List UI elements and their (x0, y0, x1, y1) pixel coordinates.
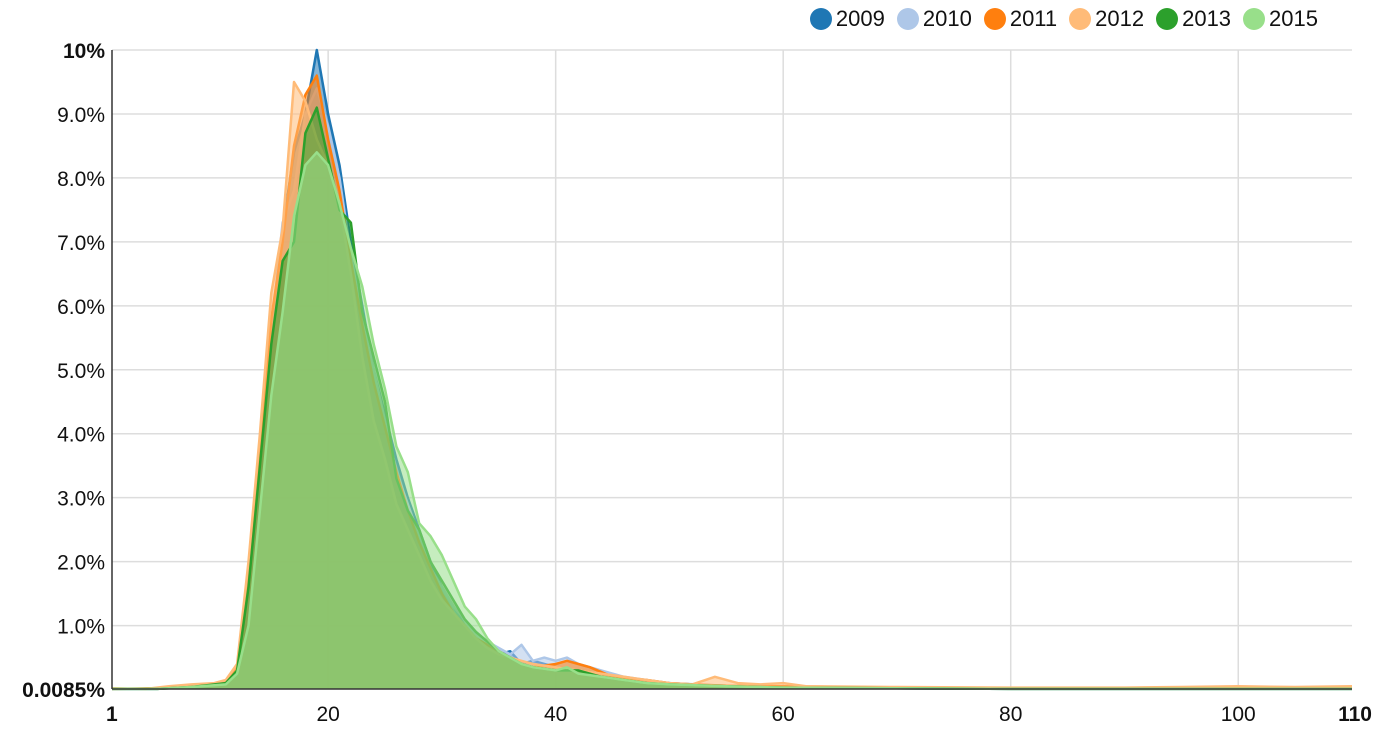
legend-label: 2012 (1095, 6, 1145, 31)
x-tick-label: 60 (772, 703, 795, 726)
legend-label: 2009 (835, 6, 885, 31)
x-tick-label: 110 (1338, 703, 1372, 726)
legend-label: 2011 (1009, 6, 1058, 31)
y-tick-label: 6.0% (57, 296, 105, 319)
tick-labels: 0.0085% 1.0% 2.0% 3.0% 4.0% 5.0% 6.0% 7.0% 8.0% 9… (22, 40, 1372, 726)
series-areas (111, 48, 1353, 691)
series-line-2015 (112, 151, 1352, 691)
axes (111, 50, 1352, 690)
x-tick-label: 1 (106, 703, 118, 726)
series-area-2015 (112, 152, 1352, 690)
legend-item-2012[interactable]: 2012 (1069, 6, 1144, 32)
y-tick-label: 2.0% (57, 552, 105, 575)
y-tick-label: 4.0% (57, 424, 105, 447)
y-tick-label: 3.0% (57, 488, 105, 511)
legend-swatch (809, 8, 832, 30)
x-tick-label: 80 (999, 703, 1022, 726)
legend-item-2010[interactable]: 2010 (896, 6, 972, 32)
legend-swatch (1156, 8, 1179, 30)
legend-label: 2015 (1269, 6, 1318, 31)
legend-item-2015[interactable]: 2015 (1243, 6, 1318, 32)
legend-item-2009[interactable]: 2009 (809, 6, 885, 32)
legend-item-2013[interactable]: 2013 (1156, 6, 1231, 32)
legend: 2009 2010 2011 2012 2013 2015 (809, 6, 1318, 32)
y-tick-label: 0.0085% (22, 679, 105, 702)
y-tick-label: 10% (63, 40, 105, 63)
legend-swatch (1069, 8, 1092, 30)
y-tick-label: 7.0% (57, 232, 105, 255)
y-tick-label: 1.0% (57, 616, 105, 639)
y-tick-label: 5.0% (57, 360, 105, 383)
x-tick-label: 100 (1221, 703, 1256, 726)
legend-item-2011[interactable]: 2011 (983, 6, 1058, 32)
legend-swatch (983, 8, 1006, 30)
x-tick-label: 40 (544, 703, 567, 726)
y-tick-label: 9.0% (57, 104, 105, 127)
x-tick-label: 20 (316, 703, 339, 726)
legend-label: 2013 (1182, 6, 1232, 31)
y-tick-label: 8.0% (57, 168, 105, 191)
legend-label: 2010 (922, 6, 972, 31)
legend-swatch (1243, 8, 1266, 30)
legend-swatch (896, 8, 919, 30)
